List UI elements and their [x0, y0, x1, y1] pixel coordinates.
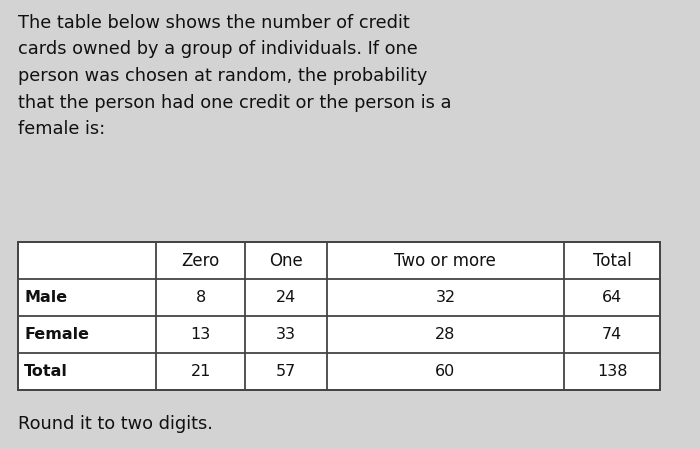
Text: Female: Female — [24, 327, 89, 342]
Text: 32: 32 — [435, 290, 456, 305]
Text: person was chosen at random, the probability: person was chosen at random, the probabi… — [18, 67, 428, 85]
Text: 74: 74 — [602, 327, 622, 342]
Text: The table below shows the number of credit: The table below shows the number of cred… — [18, 14, 409, 32]
Text: One: One — [269, 251, 302, 269]
Text: 21: 21 — [190, 364, 211, 379]
Text: Total: Total — [593, 251, 631, 269]
Text: Zero: Zero — [181, 251, 220, 269]
FancyBboxPatch shape — [18, 242, 660, 390]
Text: 64: 64 — [602, 290, 622, 305]
Text: 28: 28 — [435, 327, 456, 342]
Text: Round it to two digits.: Round it to two digits. — [18, 415, 213, 433]
Text: Two or more: Two or more — [395, 251, 496, 269]
Text: cards owned by a group of individuals. If one: cards owned by a group of individuals. I… — [18, 40, 418, 58]
Text: 57: 57 — [276, 364, 296, 379]
Text: 138: 138 — [597, 364, 627, 379]
Text: 60: 60 — [435, 364, 456, 379]
Text: that the person had one credit or the person is a: that the person had one credit or the pe… — [18, 93, 452, 111]
Text: Total: Total — [24, 364, 68, 379]
Text: female is:: female is: — [18, 120, 105, 138]
Text: 8: 8 — [195, 290, 206, 305]
Text: 33: 33 — [276, 327, 296, 342]
Text: Male: Male — [24, 290, 67, 305]
Text: 24: 24 — [276, 290, 296, 305]
Text: 13: 13 — [190, 327, 211, 342]
